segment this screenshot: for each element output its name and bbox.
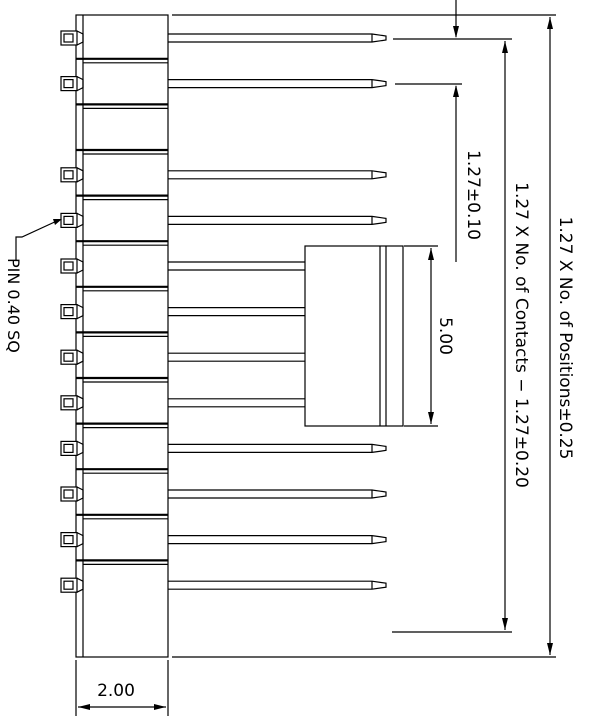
pin-size-leader <box>15 219 62 260</box>
positions-label: 1.27 X No. of Positions±0.25 <box>555 217 575 460</box>
shroud-label: 5.00 <box>435 317 455 355</box>
pin <box>60 349 305 365</box>
pin <box>60 167 387 183</box>
pin <box>60 486 387 502</box>
pitch-label: 1.27±0.10 <box>463 150 483 240</box>
housing-separators <box>76 57 168 566</box>
shroud-body <box>304 245 404 427</box>
pin <box>60 30 387 46</box>
contacts-label: 1.27 X No. of Contacts − 1.27±0.20 <box>511 182 531 488</box>
pin-size-label: PIN 0.40 SQ <box>4 258 23 353</box>
pin <box>60 304 305 320</box>
pin <box>60 212 387 228</box>
pin <box>60 577 387 593</box>
width-dimension <box>75 660 169 716</box>
width-label: 2.00 <box>97 681 135 701</box>
pin-row <box>60 30 387 593</box>
shroud-dimension <box>404 245 438 427</box>
pitch-dimension <box>393 0 512 262</box>
positions-dimension <box>172 14 556 658</box>
pin <box>60 531 387 548</box>
contacts-dimension <box>392 41 512 633</box>
pin <box>60 440 387 456</box>
pin <box>60 395 305 411</box>
pin <box>60 75 387 92</box>
pin <box>60 258 305 274</box>
